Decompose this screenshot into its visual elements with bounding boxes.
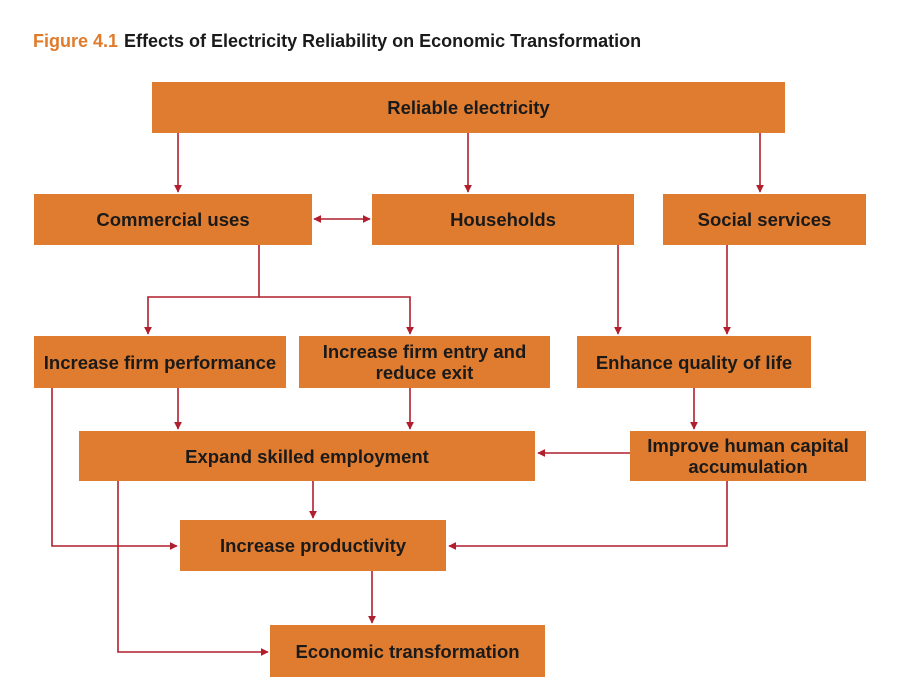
- node-expand-skilled-employment: Expand skilled employment: [79, 431, 535, 481]
- edge-firm-performance-productivity: [51, 388, 178, 550]
- edge-human-capital-productivity: [448, 481, 728, 550]
- figure-number: Figure 4.1: [33, 31, 119, 51]
- node-reliable-electricity: Reliable electricity: [152, 82, 785, 133]
- figure-title: Effects of Electricity Reliability on Ec…: [124, 31, 642, 51]
- edge-commercial-split: [144, 245, 260, 335]
- node-economic-transformation: Economic transformation: [270, 625, 545, 677]
- node-increase-productivity: Increase productivity: [180, 520, 446, 571]
- node-improve-human-capital: Improve human capital accumulation: [630, 431, 866, 481]
- node-social-services: Social services: [663, 194, 866, 245]
- edge-commercial-firm-entry: [259, 296, 414, 335]
- node-increase-firm-performance: Increase firm performance: [34, 336, 286, 388]
- edge-employment-transformation: [117, 481, 269, 656]
- figure-caption: Figure 4.1 Effects of Electricity Reliabi…: [33, 31, 641, 52]
- node-enhance-quality-of-life: Enhance quality of life: [577, 336, 811, 388]
- node-commercial-uses: Commercial uses: [34, 194, 312, 245]
- node-households: Households: [372, 194, 634, 245]
- node-increase-firm-entry: Increase firm entry and reduce exit: [299, 336, 550, 388]
